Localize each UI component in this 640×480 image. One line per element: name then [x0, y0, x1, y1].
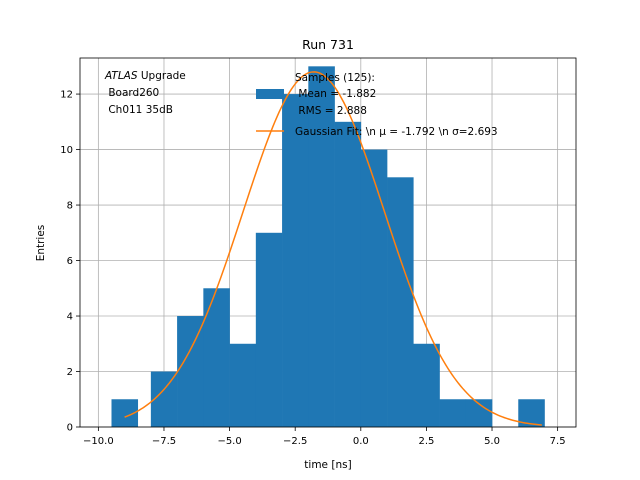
annotation-atlas: ATLAS — [104, 70, 138, 82]
x-axis-label: time [ns] — [304, 459, 351, 471]
legend-hist-line-1: Samples (125): — [295, 72, 375, 84]
histogram-bar-3 — [203, 288, 230, 427]
annotation-upgrade: Upgrade — [141, 70, 186, 82]
x-tick-label-5: 2.5 — [418, 436, 434, 447]
x-tick-label-2: −5.0 — [217, 436, 241, 447]
x-tick-label-7: 7.5 — [550, 436, 566, 447]
y-tick-label-1: 2 — [67, 367, 73, 378]
histogram-bar-4 — [229, 343, 257, 427]
histogram-bar-6 — [282, 94, 309, 427]
x-axis-ticks: −10.0 −7.5 −5.0 −2.5 0.0 2.5 5.0 7.5 — [83, 427, 566, 447]
x-tick-label-4: 0.0 — [353, 436, 369, 447]
gaussian-fit-curve — [124, 71, 542, 426]
y-axis-ticks: 0 2 4 6 8 10 12 — [60, 90, 80, 434]
x-tick-label-3: −2.5 — [283, 436, 307, 447]
histogram-bar-11 — [413, 343, 440, 427]
histogram-bars — [111, 66, 545, 428]
histogram-bar-2 — [177, 316, 204, 427]
histogram-bar-5 — [255, 232, 283, 427]
y-tick-label-4: 8 — [67, 201, 73, 212]
annotation-line-2: Board260 — [105, 87, 159, 99]
histogram-bar-12 — [439, 399, 467, 427]
legend-histogram-swatch — [256, 89, 284, 99]
y-tick-label-6: 12 — [60, 90, 73, 101]
histogram-bar-10 — [387, 177, 414, 427]
legend: Samples (125): Mean = -1.882 RMS = 2.888… — [256, 72, 498, 138]
y-tick-label-2: 4 — [67, 312, 73, 323]
atlas-annotation: ATLAS Upgrade Board260 Ch011 35dB — [104, 70, 186, 116]
x-tick-label-0: −10.0 — [83, 436, 114, 447]
annotation-line-3: Ch011 35dB — [105, 104, 173, 116]
y-tick-label-3: 6 — [67, 256, 73, 267]
legend-hist-line-2: Mean = -1.882 — [295, 88, 376, 100]
plot-frame — [79, 57, 577, 428]
annotation-line-1: ATLAS Upgrade — [104, 70, 186, 82]
y-tick-label-5: 10 — [60, 145, 73, 156]
chart-title: Run 731 — [302, 37, 354, 52]
legend-fit-label: Gaussian Fit: \n μ = -1.792 \n σ=2.693 — [295, 126, 498, 138]
histogram-bar-7 — [308, 66, 335, 428]
x-tick-label-1: −7.5 — [152, 436, 176, 447]
x-tick-label-6: 5.0 — [484, 436, 500, 447]
histogram-bar-9 — [360, 149, 388, 427]
y-axis-label: Entries — [35, 225, 47, 262]
y-tick-label-0: 0 — [67, 423, 73, 434]
legend-hist-line-3: RMS = 2.888 — [295, 105, 367, 117]
histogram-bar-8 — [334, 121, 362, 428]
